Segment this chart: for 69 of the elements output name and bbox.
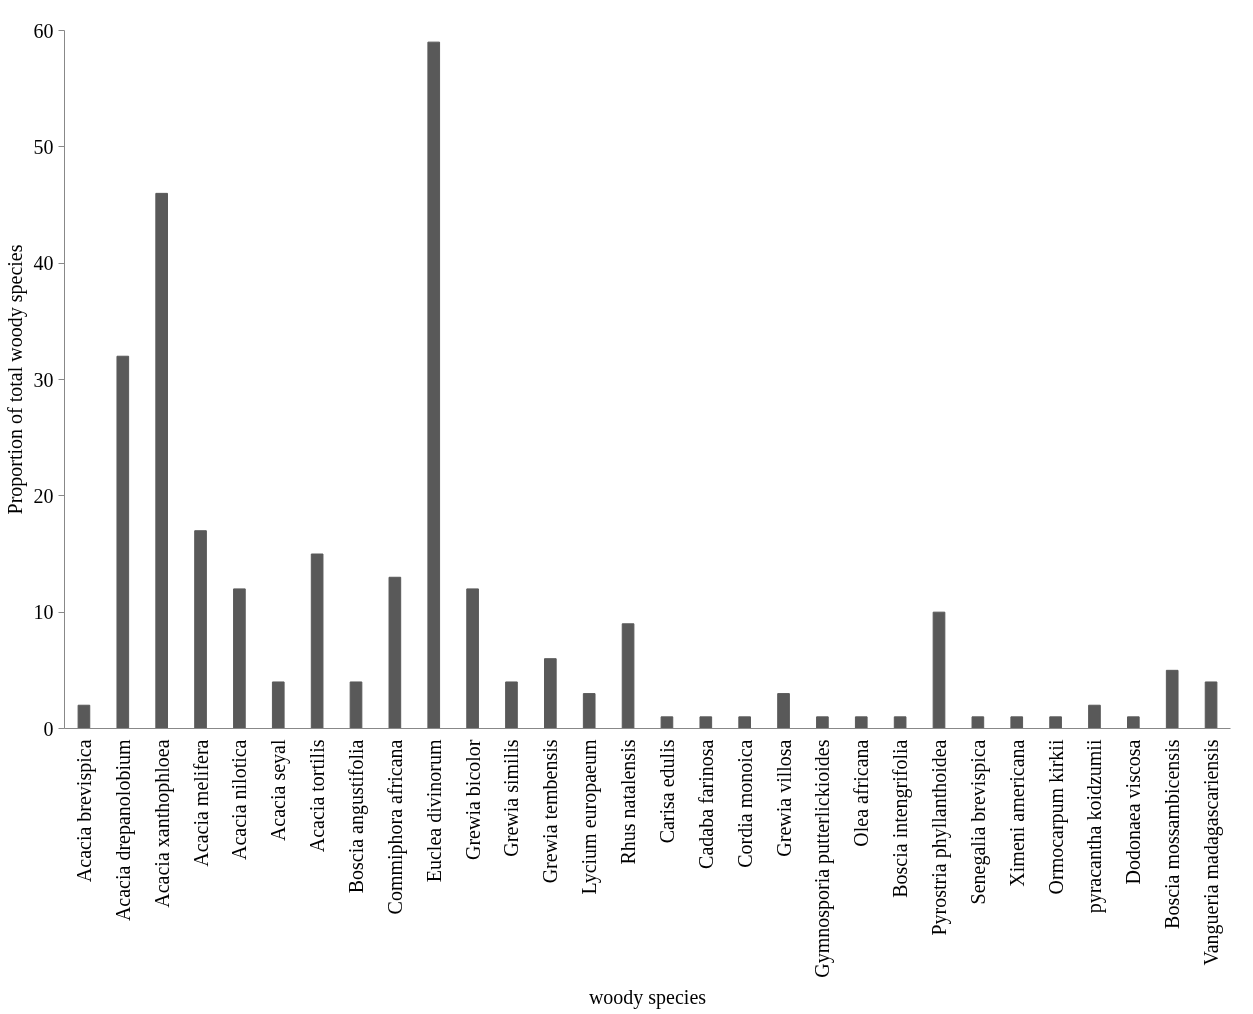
x-tick-label: Acacia melifera (189, 739, 212, 867)
bar (271, 681, 285, 729)
x-tick-label: Acacia brevispica (72, 739, 96, 883)
bar (310, 553, 324, 729)
y-axis-title: Proportion of total woody species (3, 244, 27, 515)
x-tick-label: Olea africana (850, 739, 873, 847)
bar (1049, 716, 1062, 729)
bar (660, 716, 674, 729)
x-tick-label: Acacia nilotica (228, 739, 251, 860)
bar (544, 658, 557, 729)
x-tick-label: Vangueria madagascariensis (1200, 739, 1224, 966)
x-tick-label: Pyrostria phyllanthoidea (928, 739, 951, 936)
bar (971, 716, 985, 729)
bar (1010, 716, 1024, 729)
bar (699, 716, 713, 729)
x-tick-label: Gymnosporia putterlickioides (811, 739, 835, 978)
bar (155, 192, 168, 729)
bar (388, 576, 402, 729)
bar (233, 588, 246, 729)
x-tick-label: Ormocarpum kirkii (1044, 739, 1068, 895)
x-tick-label: Euclea divinorum (422, 739, 445, 883)
x-tick-label: Acacia drepanolobium (111, 739, 135, 922)
y-tick-label: 0 (43, 717, 54, 740)
x-tick-label: Carisa edulis (655, 739, 678, 844)
x-tick-label: Acacia tortilis (306, 739, 329, 853)
y-tick-label: 20 (33, 484, 54, 507)
x-tick-label: Boscia angustifolia (345, 739, 368, 894)
x-tick-label: Grewia villosa (772, 739, 795, 857)
bar (466, 588, 479, 729)
bar (505, 681, 518, 729)
bar (582, 693, 596, 729)
bar (854, 716, 868, 729)
bar (349, 681, 363, 729)
x-tick-label: Cadaba farinosa (694, 739, 717, 869)
bar (1204, 681, 1218, 729)
bar (427, 41, 441, 729)
x-tick-label: Rhus natalensis (617, 739, 640, 865)
x-tick-label: Grewia tembensis (539, 739, 562, 884)
bar (777, 693, 790, 729)
x-tick-label: Ximeni americana (1005, 739, 1028, 887)
x-tick-label: pyracantha koidzumii (1083, 739, 1107, 914)
y-tick-label: 40 (33, 252, 54, 275)
x-tick-label: Grewia bicolor (461, 739, 484, 861)
bar (738, 716, 751, 729)
bar (194, 530, 207, 729)
x-tick-label: Lycium europaeum (578, 739, 602, 895)
bar (1127, 716, 1140, 729)
x-tick-label: Grewia similis (500, 739, 523, 857)
x-tick-label: Senegalia brevispica (966, 739, 990, 905)
x-tick-label: Boscia intengrifolia (889, 739, 913, 898)
y-tick-label: 30 (33, 368, 54, 391)
bar (621, 623, 635, 729)
x-tick-label: Cordia monoica (733, 739, 756, 868)
bar (1165, 669, 1179, 729)
y-tick-label: 10 (33, 601, 54, 624)
bar (116, 355, 130, 729)
bar (932, 611, 946, 729)
x-tick-label: Acacia seyal (267, 739, 291, 842)
bar (893, 716, 907, 729)
x-tick-label: Commiphora africana (383, 739, 407, 915)
bar (1088, 704, 1101, 729)
x-tick-label: Boscia mossambicensis (1161, 739, 1184, 929)
y-tick-label: 60 (33, 19, 54, 42)
x-axis-title: woody species (588, 985, 707, 1009)
bar (77, 704, 91, 729)
x-tick-label: Acacia xanthophloea (150, 739, 174, 908)
bar (816, 716, 829, 729)
y-tick-label: 50 (33, 135, 54, 158)
x-tick-label: Dodonaea viscosa (1122, 739, 1145, 885)
